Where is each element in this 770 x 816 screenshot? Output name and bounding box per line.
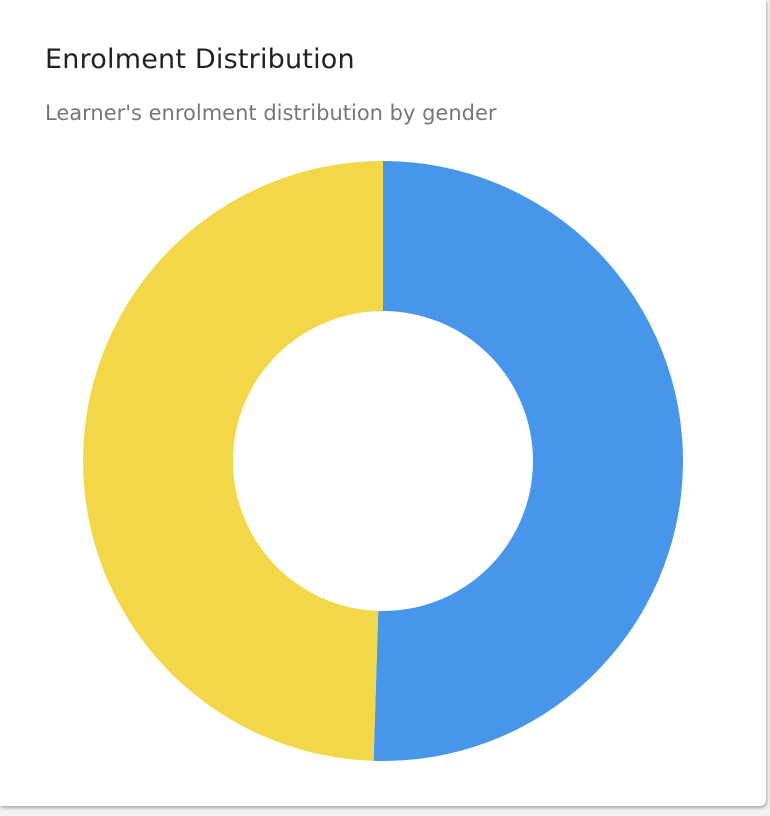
card-subtitle: Learner's enrolment distribution by gend…: [45, 101, 497, 125]
donut-slice-0[interactable]: [373, 161, 683, 761]
card-title: Enrolment Distribution: [45, 44, 355, 75]
donut-slice-1[interactable]: [82, 161, 383, 761]
